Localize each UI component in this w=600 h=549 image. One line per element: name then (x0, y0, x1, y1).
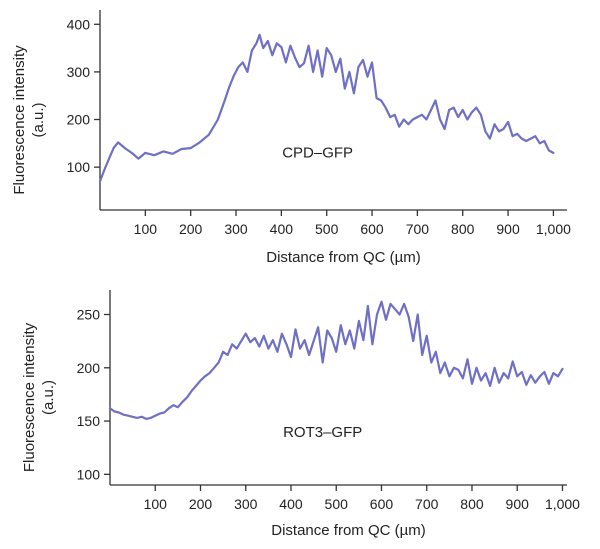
series-annotation: ROT3–GFP (283, 424, 362, 441)
rot3-gfp-chart: 100 150 200 250 100 200 300 400 500 600 700 800 900 1… (21, 290, 580, 539)
y-tick-label: 150 (77, 413, 101, 429)
y-tick-label: 400 (67, 16, 91, 32)
series-annotation: CPD–GFP (282, 145, 353, 162)
y-tick-label: 200 (67, 112, 91, 128)
y-tick-label: 250 (77, 307, 101, 323)
x-tick-label: 400 (279, 496, 303, 512)
series-line (98, 33, 555, 183)
x-tick-label: 400 (270, 221, 294, 237)
x-tick-label: 600 (370, 496, 394, 512)
y-tick-label: 100 (77, 466, 101, 482)
x-tick-label: 800 (451, 221, 475, 237)
y-axis-label-line-2: (a.u.) (40, 380, 57, 415)
x-tick-label: 500 (325, 496, 349, 512)
y-axis-label-line-1: Fluorescence intensity (21, 322, 38, 472)
x-tick-label: 600 (360, 221, 384, 237)
y-axis-label-line-1: Fluorescence intensity (11, 45, 28, 195)
x-tick-label: 700 (415, 496, 439, 512)
x-tick-label: 200 (179, 221, 203, 237)
x-tick-label: 100 (144, 496, 168, 512)
x-tick-label: 700 (406, 221, 430, 237)
y-tick-label: 200 (77, 360, 101, 376)
cpd-gfp-chart: 100 200 300 400 100 200 300 400 500 600 700 800 900 1… (11, 10, 571, 266)
y-axis-label: Fluorescence intensity (a.u.) (11, 45, 47, 195)
x-tick-label: 100 (134, 221, 158, 237)
y-tick-label: 100 (67, 159, 91, 175)
y-tick-label: 300 (67, 64, 91, 80)
x-tick-label: 200 (189, 496, 213, 512)
x-tick-label: 300 (224, 221, 248, 237)
y-axis-label-line-2: (a.u.) (30, 102, 47, 137)
x-tick-label: 1,000 (545, 496, 580, 512)
x-tick-label: 900 (506, 496, 530, 512)
x-tick-label: 800 (460, 496, 484, 512)
x-axis-label: Distance from QC (µm) (271, 522, 426, 539)
y-axis-label: Fluorescence intensity (a.u.) (21, 322, 57, 472)
x-tick-label: 300 (234, 496, 258, 512)
series-line (108, 300, 564, 420)
x-tick-label: 900 (496, 221, 520, 237)
x-tick-label: 1,000 (536, 221, 571, 237)
x-tick-label: 500 (315, 221, 339, 237)
x-axis-label: Distance from QC (µm) (266, 249, 421, 266)
